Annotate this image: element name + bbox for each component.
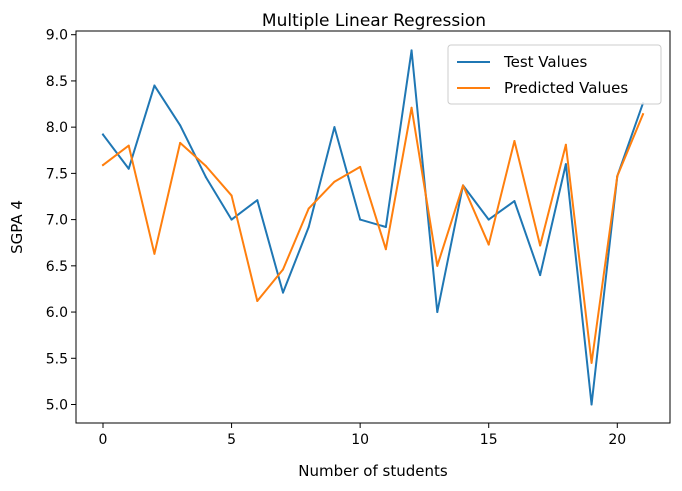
data-point <box>513 200 516 203</box>
data-point <box>384 248 387 251</box>
series-line-test-values <box>101 49 645 406</box>
data-point <box>230 218 233 221</box>
data-point <box>359 165 362 168</box>
data-point <box>564 143 567 146</box>
data-point <box>410 106 413 109</box>
data-point <box>153 84 156 87</box>
y-tick-label: 8.0 <box>46 120 68 136</box>
data-point <box>204 176 207 179</box>
chart-title: Multiple Linear Regression <box>262 11 486 31</box>
data-point <box>307 226 310 228</box>
y-tick-label: 5.0 <box>46 398 68 414</box>
legend: Test Values Predicted Values <box>447 44 662 105</box>
data-point <box>590 403 593 406</box>
data-point <box>436 311 439 314</box>
data-point <box>642 113 644 116</box>
y-tick-label: 9.0 <box>46 28 68 44</box>
plot-frame <box>75 30 671 424</box>
y-tick-label: 6.5 <box>46 259 68 275</box>
data-point <box>179 141 182 144</box>
y-tick-label: 6.0 <box>46 305 68 321</box>
x-tick-label: 20 <box>608 432 626 448</box>
data-point <box>333 126 336 129</box>
data-point <box>256 299 259 302</box>
y-tick-label: 7.0 <box>46 213 68 229</box>
legend-label: Test Values <box>503 53 587 71</box>
y-axis-label: SGPA 4 <box>8 200 26 254</box>
y-tick-label: 5.5 <box>46 351 68 367</box>
data-point <box>487 218 490 221</box>
data-point <box>616 175 619 178</box>
data-point <box>333 180 336 183</box>
data-point <box>436 264 439 267</box>
y-tick-label: 7.5 <box>46 166 68 182</box>
data-point <box>102 164 104 167</box>
data-point <box>204 164 207 167</box>
ticks-layer: 0 5 10 15 20 5.0 5.5 6.0 6.5 7.0 7.5 8.0 8.5 9.0 <box>46 28 626 448</box>
data-point <box>539 244 542 247</box>
x-axis-label: Number of students <box>298 462 448 480</box>
data-point <box>359 218 362 221</box>
data-point <box>230 194 233 197</box>
data-point <box>384 226 387 228</box>
y-tick-label: 8.5 <box>46 74 68 90</box>
x-tick-label: 5 <box>227 432 236 448</box>
data-point <box>179 124 182 127</box>
data-point <box>282 268 284 271</box>
data-point <box>127 167 130 170</box>
data-point <box>462 184 464 187</box>
data-point <box>256 199 259 202</box>
data-point <box>487 243 490 246</box>
data-point <box>282 291 284 294</box>
data-point <box>590 361 593 364</box>
data-point <box>410 49 413 52</box>
data-point <box>539 274 542 277</box>
series-line-predicted-values <box>101 106 645 364</box>
x-tick-label: 0 <box>99 432 108 448</box>
data-point <box>102 133 104 136</box>
legend-label: Predicted Values <box>504 79 628 97</box>
x-tick-label: 15 <box>480 432 498 448</box>
data-point <box>513 140 516 143</box>
x-tick-label: 10 <box>351 432 369 448</box>
data-point <box>153 252 156 255</box>
data-point <box>564 163 567 166</box>
data-point <box>127 144 130 147</box>
legend-frame <box>447 44 662 105</box>
data-point <box>307 207 310 210</box>
series-layer <box>101 49 645 406</box>
